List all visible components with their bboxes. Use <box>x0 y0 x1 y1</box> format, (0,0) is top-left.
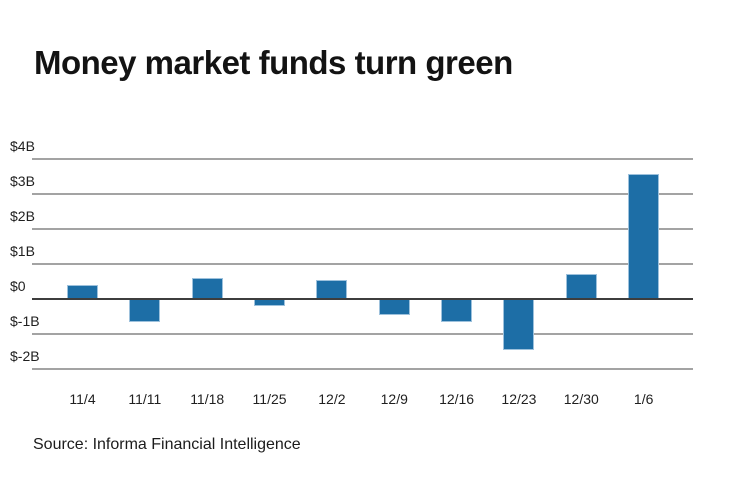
bar-12-9 <box>378 299 410 315</box>
x-axis-tick-label: 12/2 <box>318 391 346 407</box>
y-axis-tick-label: $0 <box>10 278 26 294</box>
gridline <box>32 227 693 230</box>
bar-11-18 <box>191 277 223 299</box>
source-caption: Source: Informa Financial Intelligence <box>33 436 301 453</box>
y-axis-tick-label: $1B <box>10 242 35 259</box>
x-axis-tick-label: 11/18 <box>190 391 225 407</box>
y-axis-tick-label: $-1B <box>10 313 40 330</box>
gridline <box>32 368 693 371</box>
bar-12-23 <box>503 299 535 350</box>
x-axis-tick-label: 11/11 <box>128 391 162 407</box>
y-axis-tick-label: $3B <box>10 172 35 189</box>
bar-12-16 <box>441 299 473 322</box>
bar-11-4 <box>67 284 98 299</box>
x-axis-tick-label: 11/4 <box>69 391 96 407</box>
gridline <box>32 262 693 265</box>
gridline <box>32 333 693 336</box>
y-axis-tick-label: $4B <box>10 137 35 154</box>
gridline <box>32 157 693 160</box>
bar-11-25 <box>254 299 286 307</box>
x-axis-tick-label: 1/6 <box>633 391 654 407</box>
zero-axis-line <box>32 298 693 300</box>
bar-11-11 <box>129 299 161 322</box>
x-axis-tick-label: 12/9 <box>380 391 408 407</box>
bar-12-30 <box>565 274 597 299</box>
x-axis-tick-label: 11/25 <box>252 391 287 407</box>
bar-12-2 <box>316 279 348 299</box>
x-axis-tick-label: 12/16 <box>439 391 475 407</box>
gridline <box>32 192 693 195</box>
chart-title: Money market funds turn green <box>34 44 513 81</box>
y-axis-tick-label: $2B <box>10 207 35 224</box>
bar-1-6 <box>628 174 660 299</box>
y-axis-tick-label: $-2B <box>10 348 40 365</box>
x-axis-tick-label: 12/23 <box>501 391 537 407</box>
x-axis-tick-label: 12/30 <box>563 391 599 407</box>
